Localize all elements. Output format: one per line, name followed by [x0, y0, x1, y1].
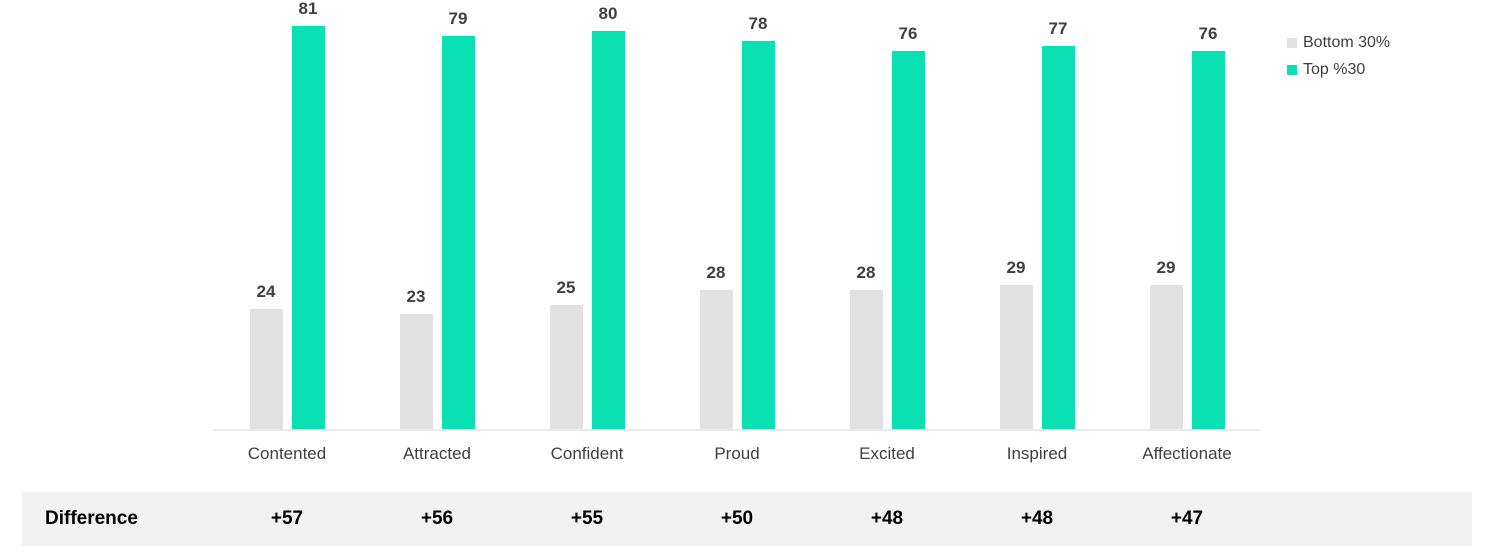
bar-group-affectionate: 29 76 [1149, 0, 1225, 429]
difference-value-proud: +50 [720, 508, 754, 529]
bar-group-excited: 28 76 [849, 0, 925, 429]
bar-value-label-top30-confident: 80 [598, 3, 618, 23]
bar-bottom30-confident: 25 [549, 278, 583, 429]
category-label-attracted: Attracted [402, 444, 472, 463]
legend-item-bottom-30: Bottom 30% [1287, 33, 1390, 52]
bar-bottom30-excited: 28 [849, 263, 883, 429]
legend-label-top-30: Top %30 [1303, 61, 1366, 78]
legend-swatch-top-30-icon [1287, 64, 1297, 75]
difference-value-attracted: +56 [420, 508, 454, 529]
bar-value-label-top30-affectionate: 76 [1198, 23, 1218, 43]
difference-band: Difference +57 +56 +55 +50 +48 +48 +47 [22, 492, 1472, 546]
bar-value-label-bottom30-contented: 24 [256, 282, 276, 302]
difference-value-contented: +57 [270, 508, 304, 529]
bar-top30-affectionate: 76 [1191, 24, 1225, 429]
difference-value-inspired: +48 [1020, 508, 1054, 529]
category-label-affectionate: Affectionate [1142, 444, 1232, 463]
bar-bottom30-contented: 24 [249, 282, 283, 429]
x-axis-line [213, 429, 1260, 431]
bar-value-label-bottom30-attracted: 23 [406, 287, 426, 307]
difference-row-label: Difference [45, 508, 138, 529]
bar-value-label-top30-excited: 76 [898, 23, 918, 43]
category-label-contented: Contented [247, 444, 327, 463]
bar-value-label-bottom30-inspired: 29 [1006, 257, 1026, 277]
bar-top30-excited: 76 [891, 24, 925, 429]
legend-item-top-30: Top %30 [1287, 60, 1390, 79]
bar-top30-confident: 80 [591, 4, 625, 429]
bar-group-proud: 28 78 [699, 0, 775, 429]
bar-top30-contented: 81 [291, 0, 325, 429]
bar-value-label-top30-inspired: 77 [1048, 18, 1068, 38]
bar-top30-attracted: 79 [441, 9, 475, 429]
bar-group-inspired: 29 77 [999, 0, 1075, 429]
bar-value-label-bottom30-excited: 28 [856, 262, 876, 282]
bar-value-label-top30-contented: 81 [298, 0, 318, 18]
legend-label-bottom-30: Bottom 30% [1303, 34, 1391, 51]
bar-top30-proud: 78 [741, 14, 775, 429]
bar-value-label-bottom30-confident: 25 [556, 277, 576, 297]
difference-value-excited: +48 [870, 508, 904, 529]
legend-swatch-bottom-30-icon [1287, 37, 1297, 48]
bar-top30-inspired: 77 [1041, 19, 1075, 429]
bar-value-label-bottom30-proud: 28 [706, 262, 726, 282]
difference-value-confident: +55 [570, 508, 604, 529]
category-label-proud: Proud [714, 444, 760, 463]
bar-value-label-bottom30-affectionate: 29 [1156, 257, 1176, 277]
bar-group-attracted: 23 79 [399, 0, 475, 429]
bar-group-contented: 24 81 [249, 0, 325, 429]
category-label-inspired: Inspired [1006, 444, 1068, 463]
difference-value-affectionate: +47 [1170, 508, 1204, 529]
legend: Bottom 30% Top %30 [1287, 33, 1390, 79]
bar-bottom30-attracted: 23 [399, 287, 433, 429]
bar-value-label-top30-attracted: 79 [448, 8, 468, 28]
bar-bottom30-affectionate: 29 [1149, 258, 1183, 429]
bar-bottom30-proud: 28 [699, 263, 733, 429]
category-label-confident: Confident [550, 444, 624, 463]
bar-bottom30-inspired: 29 [999, 258, 1033, 429]
bar-group-confident: 25 80 [549, 0, 625, 429]
bar-value-label-top30-proud: 78 [748, 13, 768, 33]
category-label-excited: Excited [859, 444, 915, 463]
